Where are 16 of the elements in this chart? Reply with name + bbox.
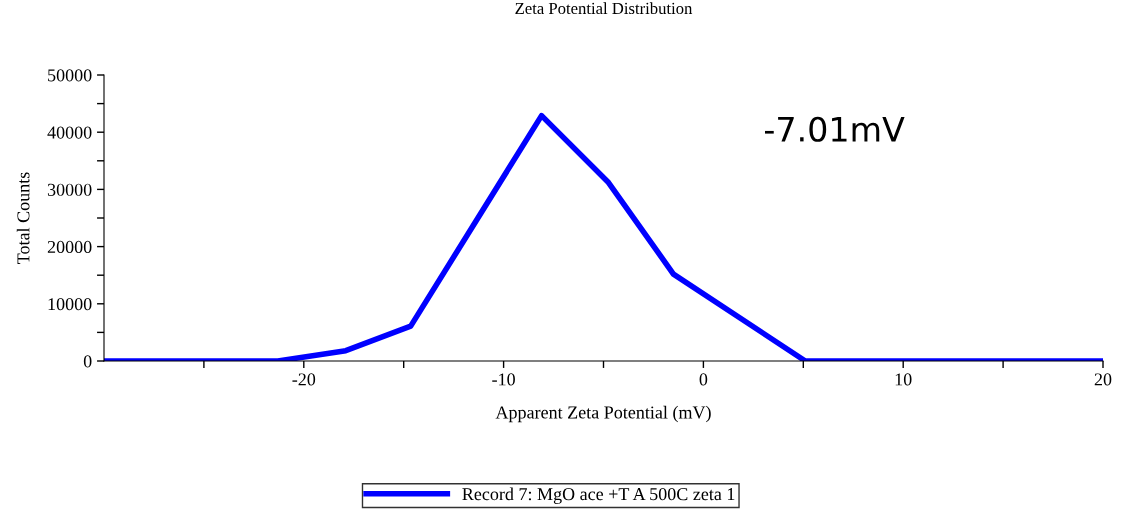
x-axis-title: Apparent Zeta Potential (mV)	[495, 405, 711, 423]
y-tick-label: 30000	[47, 183, 92, 196]
y-tick-label: 50000	[48, 69, 92, 82]
y-tick-label: 10000	[48, 298, 92, 311]
x-tick-label: 0	[699, 373, 708, 386]
x-tick-label: -10	[492, 373, 515, 386]
x-tick-label: 20	[1094, 373, 1112, 386]
y-tick-label: 0	[83, 355, 92, 368]
x-tick-label: -20	[292, 373, 316, 386]
y-tick-label: 20000	[47, 240, 92, 254]
x-tick-label: 10	[895, 373, 912, 386]
y-tick-label: 40000	[47, 126, 92, 139]
y-axis-title: Total Counts	[16, 172, 30, 264]
annotation: -7.01mV	[764, 116, 905, 142]
legend-label: Record 7: MgO ace +T A 500C zeta 1	[462, 487, 735, 504]
chart-title: Zeta Potential Distribution	[515, 2, 693, 15]
